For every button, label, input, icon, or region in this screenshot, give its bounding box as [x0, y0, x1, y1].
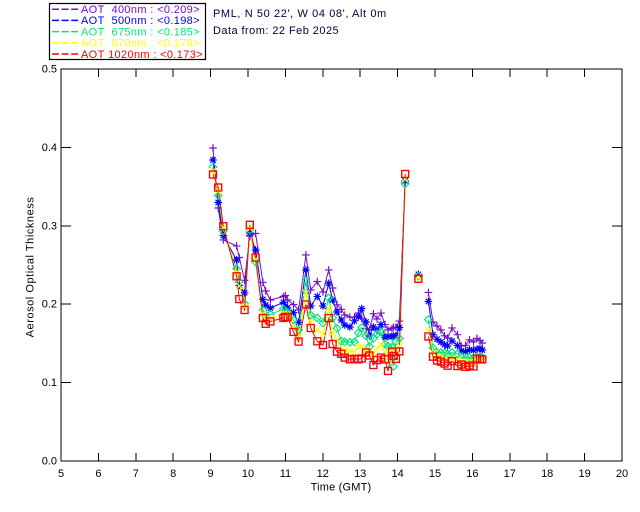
svg-text:AOT 500nm : <0.198>: AOT 500nm : <0.198> — [81, 15, 200, 27]
svg-text:15: 15 — [429, 468, 441, 480]
svg-text:AOT 870nm : <0.178>: AOT 870nm : <0.178> — [81, 38, 200, 50]
svg-text:20: 20 — [616, 468, 628, 480]
svg-text:0.4: 0.4 — [42, 142, 57, 154]
svg-text:7: 7 — [133, 468, 139, 480]
svg-text:12: 12 — [317, 468, 329, 480]
svg-text:PML, N 50 22', W 04 08', Alt 0: PML, N 50 22', W 04 08', Alt 0m — [213, 8, 387, 20]
svg-text:AOT 400nm : <0.209>: AOT 400nm : <0.209> — [81, 4, 200, 16]
svg-text:6: 6 — [95, 468, 101, 480]
svg-text:10: 10 — [242, 468, 254, 480]
svg-text:Aerosol Optical Thickness: Aerosol Optical Thickness — [25, 197, 37, 338]
svg-text:14: 14 — [391, 468, 403, 480]
svg-text:5: 5 — [58, 468, 64, 480]
svg-text:18: 18 — [541, 468, 553, 480]
svg-text:AOT 1020nm : <0.173>: AOT 1020nm : <0.173> — [81, 49, 203, 61]
svg-text:9: 9 — [208, 468, 214, 480]
svg-text:8: 8 — [170, 468, 176, 480]
svg-text:AOT 675nm : <0.185>: AOT 675nm : <0.185> — [81, 26, 200, 38]
svg-text:13: 13 — [354, 468, 366, 480]
svg-text:0.0: 0.0 — [42, 456, 57, 468]
svg-text:16: 16 — [466, 468, 478, 480]
svg-text:0.1: 0.1 — [42, 377, 57, 389]
svg-text:19: 19 — [578, 468, 590, 480]
svg-text:0.3: 0.3 — [42, 220, 57, 232]
svg-text:0.2: 0.2 — [42, 299, 57, 311]
svg-text:11: 11 — [280, 468, 291, 480]
svg-text:Data from: 22 Feb 2025: Data from: 22 Feb 2025 — [213, 25, 339, 37]
svg-text:17: 17 — [504, 468, 516, 480]
svg-text:Time (GMT): Time (GMT) — [311, 482, 372, 494]
svg-text:0.5: 0.5 — [42, 64, 57, 76]
